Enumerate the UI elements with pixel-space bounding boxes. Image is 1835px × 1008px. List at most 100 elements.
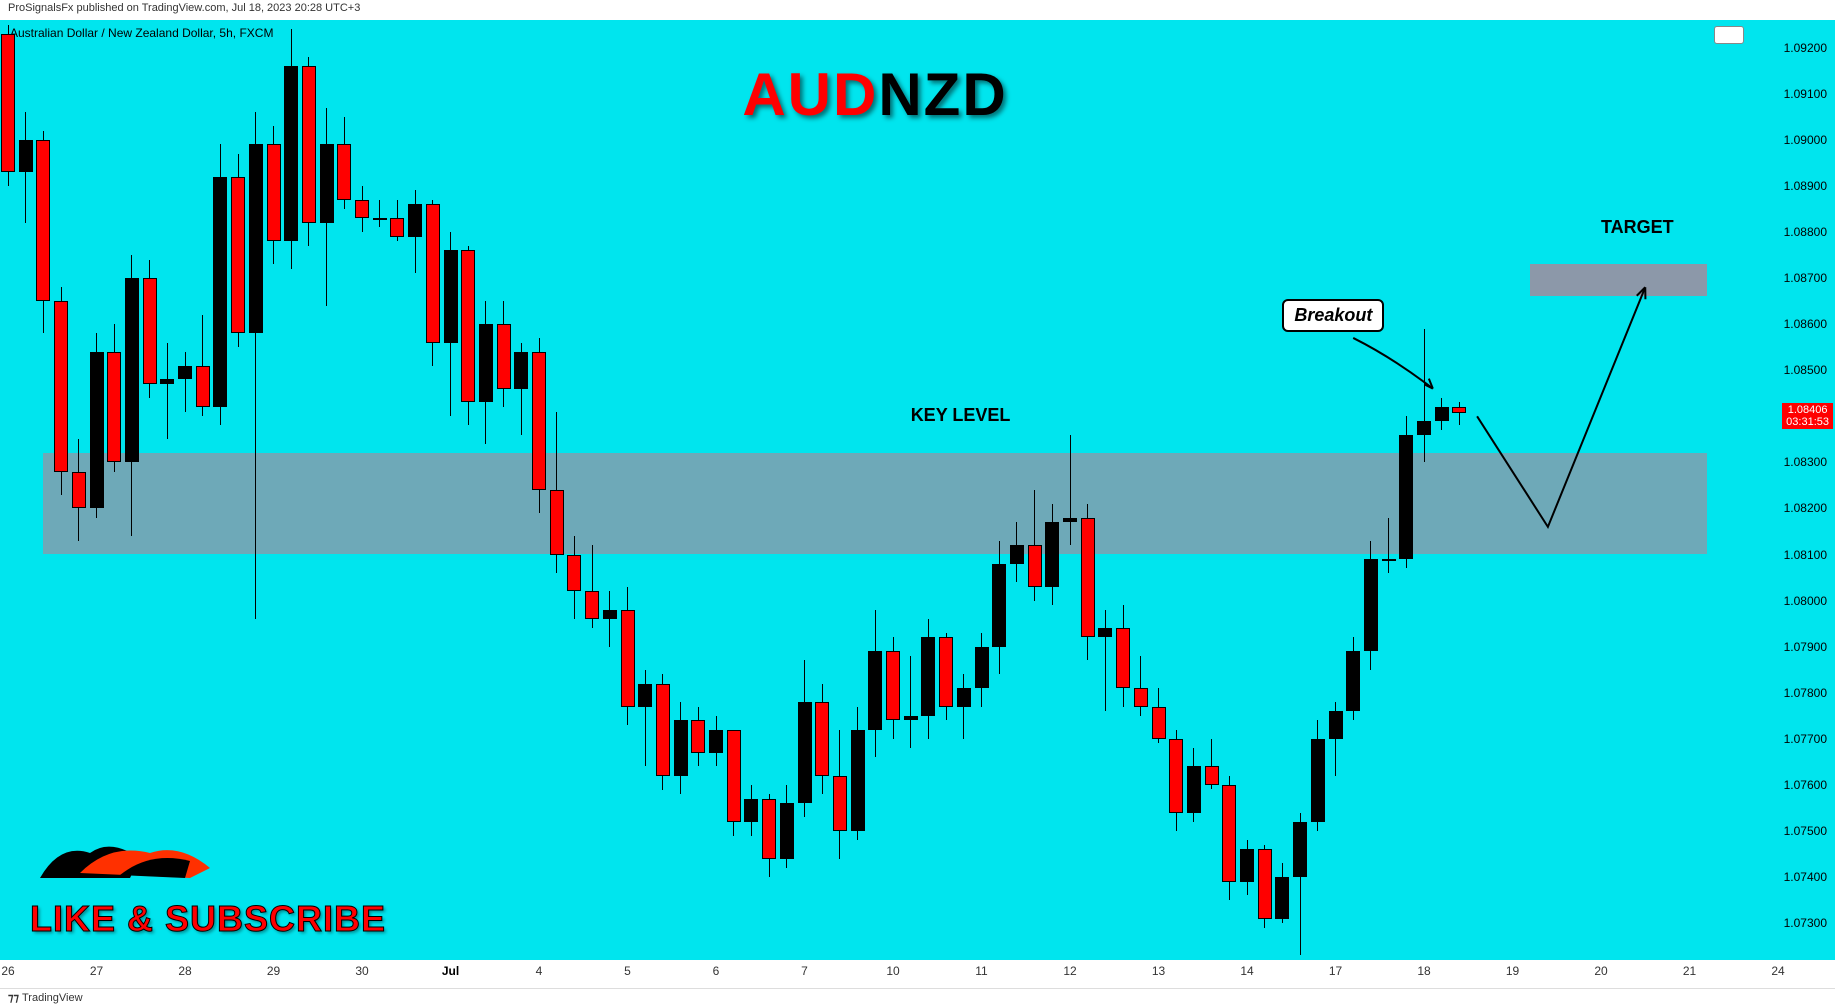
title-part2: NZD	[878, 61, 1007, 128]
candle-body	[107, 352, 121, 463]
candle-body	[320, 144, 334, 222]
y-axis-label: 1.08600	[1784, 317, 1827, 331]
candle-body	[72, 472, 86, 509]
y-axis-label: 1.07400	[1784, 870, 1827, 884]
last-price-tag: 1.0840603:31:53	[1782, 403, 1833, 429]
candle-body	[1134, 688, 1148, 706]
candle-body	[1063, 518, 1077, 523]
candle-body	[36, 140, 50, 301]
y-axis-label: 1.08100	[1784, 548, 1827, 562]
x-axis-label: 26	[1, 964, 14, 978]
y-axis-label: 1.07300	[1784, 916, 1827, 930]
y-axis-label: 1.08800	[1784, 225, 1827, 239]
candle-body	[196, 366, 210, 407]
candle-body	[1205, 766, 1219, 784]
candle-body	[1222, 785, 1236, 882]
candle-body	[1399, 435, 1413, 559]
candle-body	[1364, 559, 1378, 651]
y-axis-label: 1.07700	[1784, 732, 1827, 746]
price-axis[interactable]: 1.092001.091001.090001.089001.088001.087…	[1750, 20, 1835, 960]
breakout-pointer-tip	[1425, 379, 1433, 389]
candle-body	[1417, 421, 1431, 435]
candle-body	[674, 720, 688, 775]
candle-wick	[963, 674, 964, 739]
candle-body	[54, 301, 68, 471]
candle-body	[798, 702, 812, 803]
x-axis-label: 27	[90, 964, 103, 978]
x-axis-label: 12	[1063, 964, 1076, 978]
candle-body	[160, 379, 174, 384]
candle-body	[727, 730, 741, 822]
flag-button[interactable]	[1714, 26, 1744, 44]
candle-body	[921, 637, 935, 715]
chart-plot-area[interactable]: Australian Dollar / New Zealand Dollar, …	[0, 20, 1750, 960]
candle-body	[479, 324, 493, 402]
candle-body	[567, 555, 581, 592]
candle-body	[143, 278, 157, 384]
target-label: TARGET	[1601, 217, 1674, 238]
candle-body	[213, 177, 227, 407]
candle-body	[1187, 766, 1201, 812]
candle-body	[426, 204, 440, 342]
candle-body	[1435, 407, 1449, 421]
candle-body	[1293, 822, 1307, 877]
candle-body	[957, 688, 971, 706]
footer-bar: ⁊⁊ TradingView	[0, 988, 1835, 1008]
key-level-zone	[43, 453, 1707, 554]
candle-body	[939, 637, 953, 706]
candle-body	[461, 250, 475, 402]
candle-wick	[910, 656, 911, 748]
candle-body	[1275, 877, 1289, 918]
candle-wick	[1140, 656, 1141, 716]
candle-body	[780, 803, 794, 858]
x-axis-label: 24	[1771, 964, 1784, 978]
candle-body	[373, 218, 387, 220]
candle-body	[337, 144, 351, 199]
candle-body	[762, 799, 776, 859]
candle-wick	[167, 343, 168, 440]
candle-body	[497, 324, 511, 389]
candle-wick	[609, 591, 610, 646]
x-axis-label: 7	[801, 964, 808, 978]
candle-body	[975, 647, 989, 688]
y-axis-label: 1.08700	[1784, 271, 1827, 285]
candle-body	[1, 34, 15, 172]
bull-bear-logo-icon	[30, 823, 230, 893]
x-axis-label: 29	[267, 964, 280, 978]
candle-body	[1028, 545, 1042, 586]
candle-body	[709, 730, 723, 753]
x-axis-label: 4	[536, 964, 543, 978]
y-axis-label: 1.07500	[1784, 824, 1827, 838]
x-axis-label: 14	[1240, 964, 1253, 978]
candle-body	[1081, 518, 1095, 638]
candle-body	[355, 200, 369, 218]
x-axis-label: 18	[1417, 964, 1430, 978]
y-axis-label: 1.07600	[1784, 778, 1827, 792]
candle-body	[833, 776, 847, 831]
chart-title: AUDNZD	[742, 60, 1007, 129]
x-axis-label: 10	[886, 964, 899, 978]
x-axis-label: 6	[713, 964, 720, 978]
candle-body	[302, 66, 316, 223]
candle-body	[514, 352, 528, 389]
candle-wick	[1459, 402, 1460, 425]
candle-body	[1045, 522, 1059, 587]
candle-body	[1329, 711, 1343, 739]
candle-body	[1098, 628, 1112, 637]
candle-body	[19, 140, 33, 172]
candle-body	[904, 716, 918, 721]
footer-brand: TradingView	[22, 992, 83, 1004]
candle-body	[125, 278, 139, 462]
time-axis[interactable]: 2627282930Jul45671011121314171819202124	[0, 960, 1750, 988]
candle-body	[1382, 559, 1396, 561]
candle-body	[1258, 849, 1272, 918]
x-axis-label: Jul	[442, 964, 459, 978]
candle-wick	[1105, 610, 1106, 711]
chart-container: Australian Dollar / New Zealand Dollar, …	[0, 20, 1835, 988]
candle-wick	[185, 352, 186, 412]
candle-body	[267, 144, 281, 241]
target-zone	[1530, 264, 1707, 296]
candle-body	[231, 177, 245, 334]
x-axis-label: 30	[355, 964, 368, 978]
y-axis-label: 1.09000	[1784, 133, 1827, 147]
